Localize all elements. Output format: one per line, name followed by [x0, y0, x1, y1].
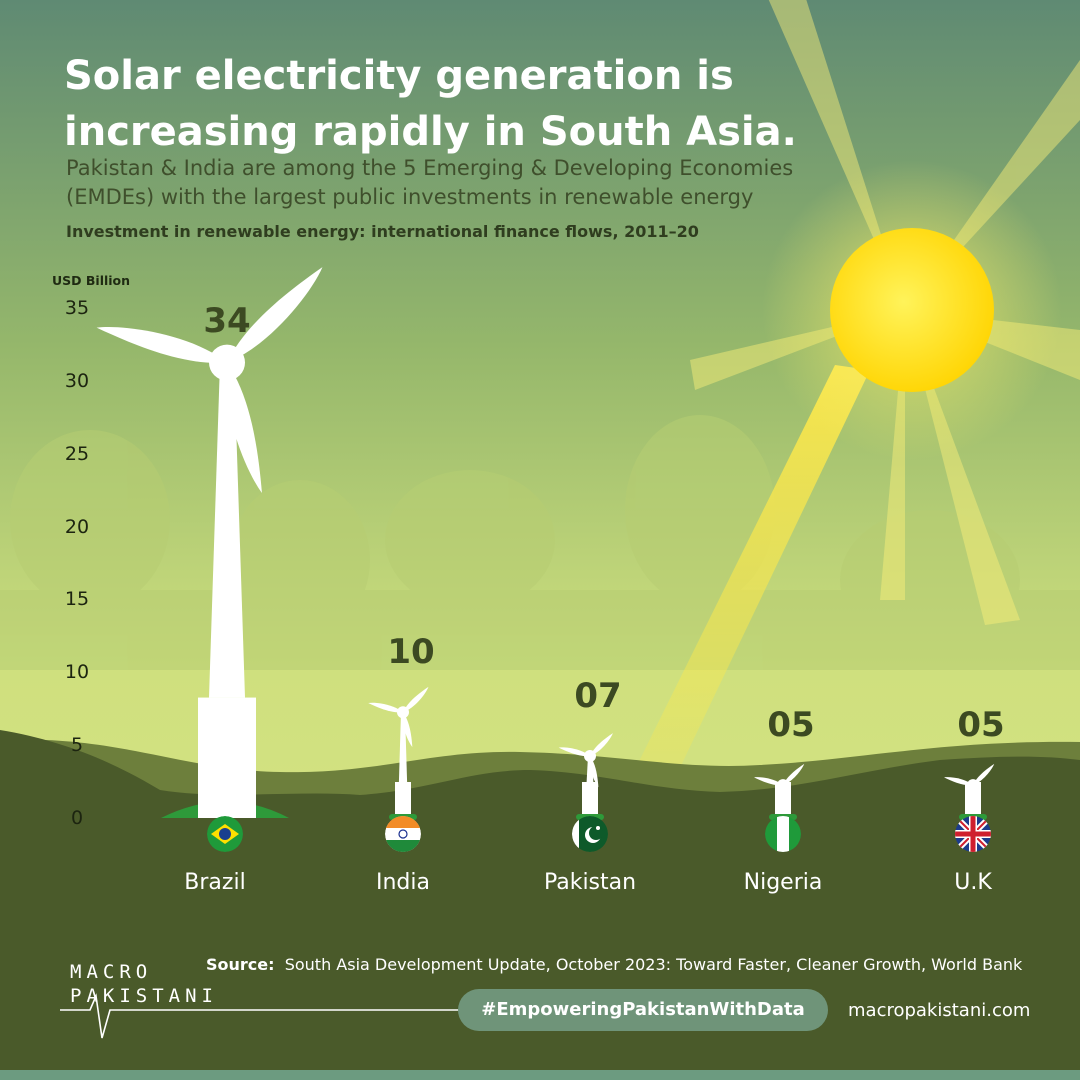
y-tick-label: 10 — [64, 661, 90, 684]
logo-text-top: MACRO — [70, 961, 153, 983]
source-note: Source: South Asia Development Update, O… — [206, 955, 1022, 974]
hashtag-pill: #EmpoweringPakistanWithData — [458, 989, 828, 1031]
value-label: 05 — [767, 705, 815, 746]
page-title: Solar electricity generation is increasi… — [64, 53, 797, 155]
category-label: India — [376, 870, 430, 895]
background-trees — [0, 415, 1080, 670]
y-tick-label: 15 — [64, 588, 90, 611]
brazil-flag-icon — [207, 816, 243, 852]
category-label: Nigeria — [743, 870, 823, 895]
y-axis-label: USD Billion — [52, 273, 131, 288]
nigeria-flag-icon — [765, 816, 801, 852]
y-tick-label: 20 — [64, 515, 90, 538]
bar-turbine-pakistan — [558, 733, 613, 820]
uk-flag-icon — [955, 816, 991, 852]
y-tick-label: 0 — [70, 807, 84, 829]
bar-turbine-brazil — [96, 267, 323, 818]
logo-text-bottom: PAKISTANI — [70, 985, 218, 1007]
value-label: 10 — [387, 632, 435, 673]
y-tick-label: 5 — [70, 734, 84, 757]
y-tick-label: 30 — [64, 369, 90, 392]
value-label: 05 — [957, 705, 1005, 746]
value-label: 07 — [574, 676, 622, 716]
bar-turbine-nigeria — [754, 763, 805, 820]
page-subtitle: Pakistan & India are among the 5 Emergin… — [66, 156, 794, 209]
chart-title: Investment in renewable energy: internat… — [66, 222, 699, 241]
sun-icon — [830, 228, 994, 392]
pakistan-flag-icon — [572, 816, 608, 852]
category-label: Pakistan — [543, 870, 637, 895]
bar-turbines — [96, 267, 995, 820]
website-link[interactable]: macropakistani.com — [848, 1000, 1031, 1021]
india-flag-icon — [385, 816, 421, 852]
heartbeat-line-icon — [60, 993, 470, 1039]
category-label: Brazil — [184, 870, 246, 895]
sun-beam — [610, 365, 870, 820]
bottom-strip — [0, 1070, 1080, 1080]
source-text: South Asia Development Update, October 2… — [284, 955, 1023, 974]
y-tick-label: 25 — [64, 442, 90, 465]
source-label: Source: — [206, 955, 275, 974]
category-label: U.K — [954, 870, 992, 895]
bar-turbine-india — [368, 686, 429, 820]
y-tick-label: 35 — [64, 297, 90, 319]
value-label: 34 — [203, 300, 251, 341]
